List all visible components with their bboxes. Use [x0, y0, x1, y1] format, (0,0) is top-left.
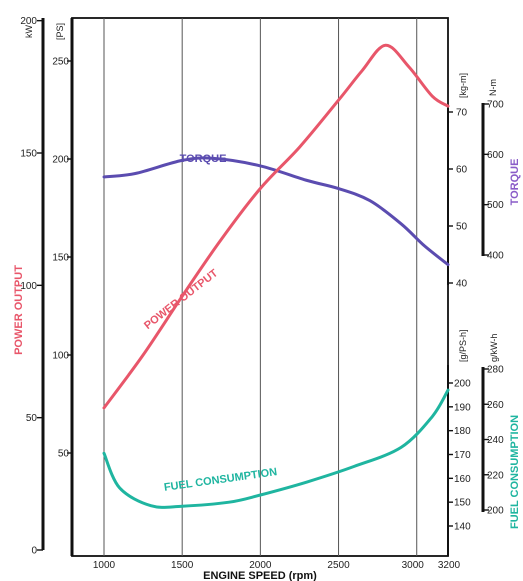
- power-axis-title: POWER OUTPUT: [13, 265, 25, 355]
- fuel-axis-title: FUEL CONSUMPTION: [509, 415, 521, 529]
- x-tick-label: 3000: [402, 560, 425, 571]
- ps-unit-label: [PS]: [55, 23, 65, 40]
- torque-curve: [102, 156, 450, 267]
- nm-axis-ticks: 400 500 600 700: [483, 100, 504, 262]
- x-tick-label: 3200: [438, 560, 461, 571]
- kw-tick-label: 150: [20, 149, 37, 160]
- power-output-curve: [102, 43, 450, 410]
- nm-tick-label: 600: [487, 150, 504, 161]
- torque-axis-title: TORQUE: [509, 159, 521, 206]
- ps-tick-label: 200: [52, 155, 69, 166]
- x-axis-ticks: 1000 1500 2000 2500 3000 3200: [93, 560, 461, 571]
- ps-axis-ticks: 50 100 150 200 250: [52, 57, 72, 460]
- kw-tick-label: 100: [20, 281, 37, 292]
- kgm-tick-label: 40: [456, 279, 468, 290]
- kgm-tick-label: 50: [456, 222, 468, 233]
- nm-unit-label: N-m: [488, 79, 498, 96]
- gkw-tick-label: 260: [487, 400, 504, 411]
- gkw-axis-ticks: 200 220 240 260 280: [483, 365, 504, 517]
- gkw-unit-label: g/kW-h: [489, 334, 499, 362]
- gps-axis-ticks: 140 150 160 170 180 190 200: [448, 379, 471, 533]
- power-curve-label: POWER OUTPUT: [142, 267, 220, 332]
- kw-unit-label: kW: [24, 25, 34, 39]
- x-tick-label: 2000: [249, 560, 272, 571]
- ps-tick-label: 250: [52, 57, 69, 68]
- nm-tick-label: 500: [487, 200, 504, 211]
- gps-tick-label: 140: [454, 522, 471, 533]
- nm-tick-label: 400: [487, 251, 504, 262]
- kw-tick-label: 200: [20, 16, 37, 27]
- gps-tick-label: 180: [454, 426, 471, 437]
- kgm-tick-label: 60: [456, 165, 468, 176]
- x-tick-label: 2500: [327, 560, 350, 571]
- kw-axis-ticks: 0 50 100 150 200: [20, 16, 43, 557]
- data-curves: [102, 43, 450, 509]
- fuel-consumption-curve: [102, 388, 450, 509]
- kw-tick-label: 0: [31, 546, 37, 557]
- x-axis-label: ENGINE SPEED (rpm): [203, 570, 317, 581]
- gps-unit-label: [g/PS-h]: [458, 329, 468, 362]
- gkw-tick-label: 240: [487, 435, 504, 446]
- ps-tick-label: 150: [52, 253, 69, 264]
- vertical-gridlines: [103, 18, 418, 556]
- torque-curve-label: TORQUE: [180, 153, 227, 165]
- gps-tick-label: 170: [454, 450, 471, 461]
- gps-tick-label: 190: [454, 402, 471, 413]
- gkw-tick-label: 220: [487, 470, 504, 481]
- gps-tick-label: 150: [454, 498, 471, 509]
- ps-tick-label: 100: [52, 351, 69, 362]
- gps-tick-label: 160: [454, 474, 471, 485]
- x-tick-label: 1500: [171, 560, 194, 571]
- nm-tick-label: 700: [487, 100, 504, 111]
- gkw-tick-label: 200: [487, 506, 504, 517]
- x-tick-label: 1000: [93, 560, 116, 571]
- kgm-tick-label: 70: [456, 108, 468, 119]
- gps-tick-label: 200: [454, 379, 471, 390]
- gkw-tick-label: 280: [487, 365, 504, 376]
- kgm-axis-ticks: 40 50 60 70: [448, 108, 468, 290]
- kgm-unit-label: [kg-m]: [458, 73, 468, 98]
- kw-tick-label: 50: [26, 413, 38, 424]
- ps-tick-label: 50: [58, 449, 70, 460]
